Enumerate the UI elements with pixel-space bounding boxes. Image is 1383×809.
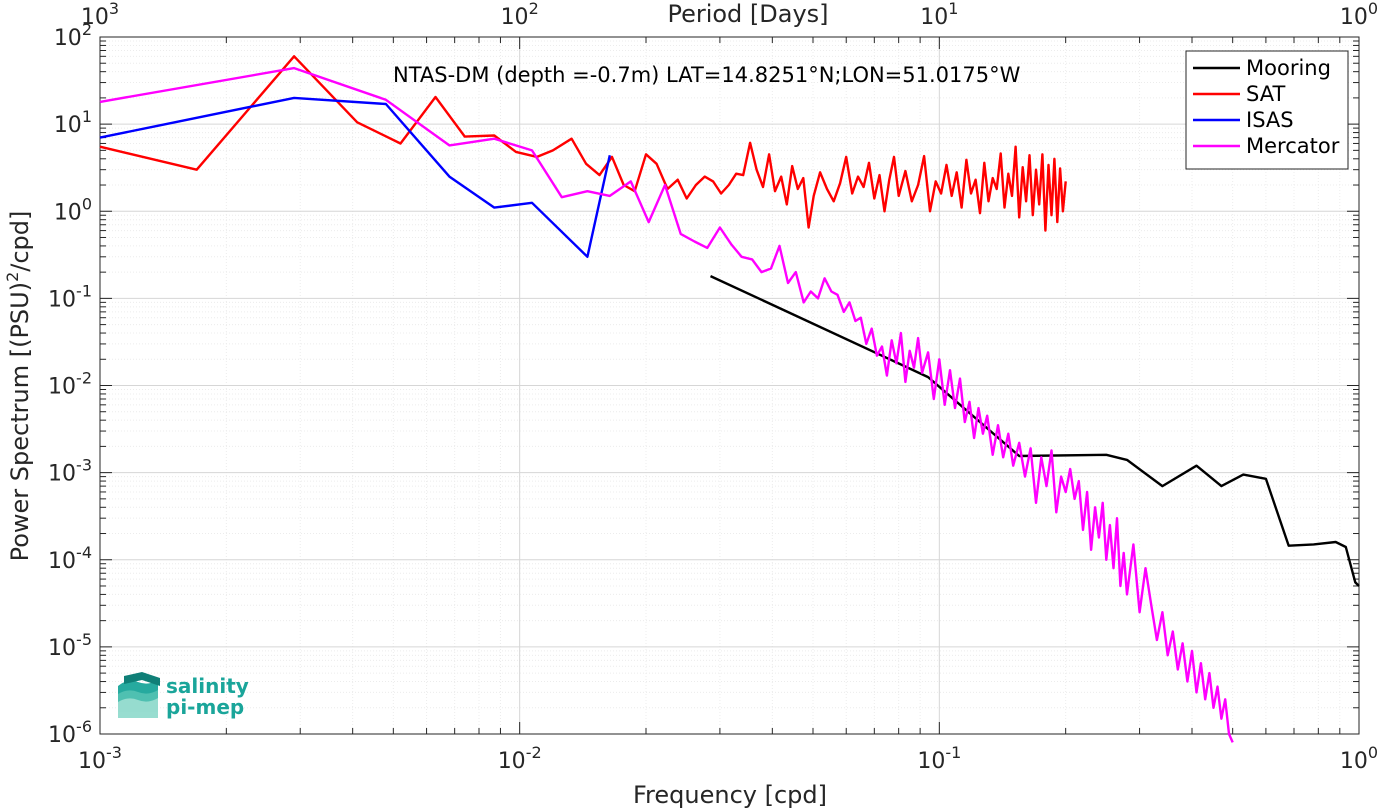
x-tick-label: 10-2 [498, 743, 542, 774]
grid [99, 37, 1359, 735]
logo-line2: pi-mep [166, 695, 244, 719]
tick-marks [99, 37, 1359, 735]
top-axis-label: Period [Days] [667, 0, 828, 28]
x-tick-labels: 10-3 10-2 10-1 100 [78, 743, 1378, 774]
legend-label: SAT [1246, 82, 1285, 106]
legend-label: Mercator [1246, 134, 1340, 158]
y-axis-label-sup: 2 [3, 272, 22, 282]
y-tick-label: 10-5 [48, 630, 92, 661]
chart-title: NTAS-DM (depth =-0.7m) LAT=14.8251°N;LON… [393, 63, 1021, 87]
y-tick-label: 10-6 [48, 717, 92, 748]
legend-label: ISAS [1246, 108, 1294, 132]
top-tick-label: 103 [81, 0, 119, 30]
y-tick-label: 101 [54, 107, 92, 138]
series-line-mooring [709, 275, 1360, 587]
series-line-mercator [99, 66, 1234, 743]
x-tick-label: 10-1 [917, 743, 961, 774]
y-tick-label: 10-3 [48, 456, 92, 487]
x-tick-label: 10-3 [78, 743, 122, 774]
series-line-sat [99, 55, 1067, 232]
top-tick-label: 102 [501, 0, 539, 30]
legend-label: Mooring [1246, 56, 1331, 80]
y-axis-label-tail: /cpd] [6, 211, 34, 272]
top-tick-labels: 103 102 101 100 [81, 0, 1378, 30]
top-tick-label: 100 [1340, 0, 1378, 30]
series-lines [99, 55, 1360, 743]
y-tick-labels: 102 101 100 10-1 10-2 10-3 10-4 10-5 10-6 [48, 20, 92, 748]
y-tick-label: 102 [54, 20, 92, 51]
legend-box [1185, 50, 1349, 170]
x-axis-label: Frequency [cpd] [633, 781, 827, 809]
y-axis-label-main: Power Spectrum [(PSU) [6, 282, 34, 561]
y-tick-label: 10-2 [48, 369, 92, 400]
y-tick-label: 10-4 [48, 543, 92, 574]
top-tick-label: 101 [920, 0, 958, 30]
logo-line1: salinity [166, 674, 249, 698]
y-tick-label: 100 [54, 194, 92, 225]
series-line-isas [99, 96, 611, 258]
x-tick-label: 100 [1340, 743, 1378, 774]
y-tick-label: 10-1 [48, 281, 92, 312]
salinity-pimep-logo: salinity pi-mep [118, 672, 249, 719]
y-axis-label: Power Spectrum [(PSU)2/cpd] [3, 211, 34, 562]
waves-icon [118, 672, 160, 718]
